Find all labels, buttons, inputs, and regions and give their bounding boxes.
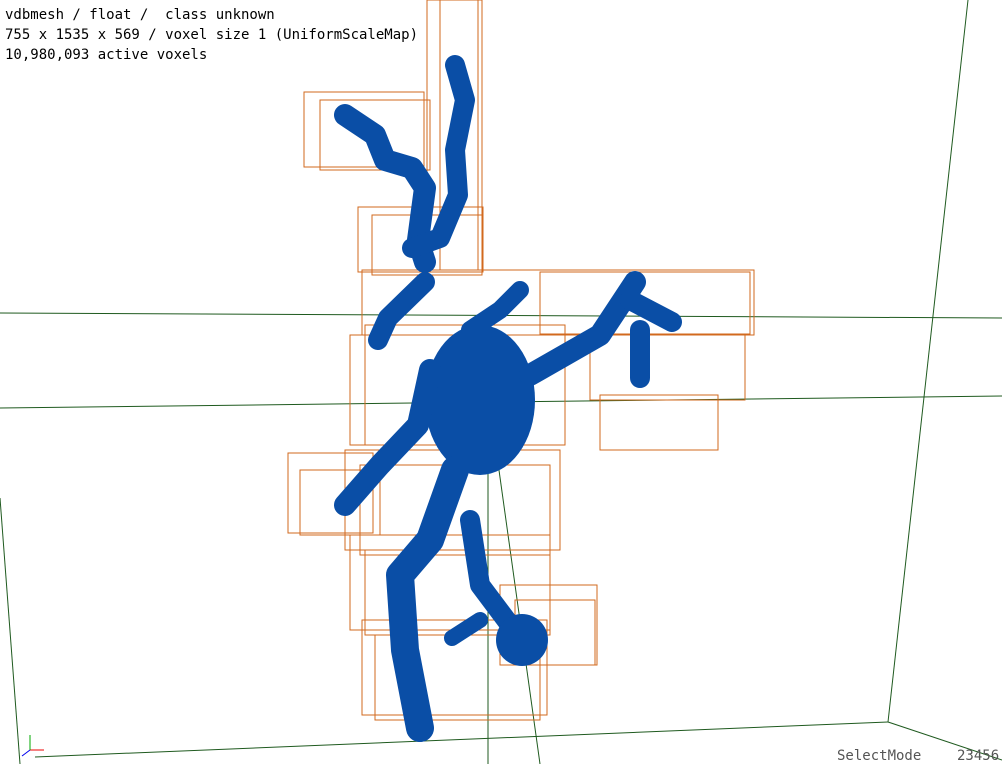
bounding-boxes: [287, 0, 755, 721]
voxel-figure: [334, 55, 682, 742]
info-line: vdbmesh / float / class unknown: [5, 7, 275, 23]
select-mode: SelectMode: [837, 748, 921, 764]
info-line: 10,980,093 active voxels: [5, 47, 207, 63]
axis-gizmo: [21, 735, 44, 757]
info-line: 755 x 1535 x 569 / voxel size 1 (Uniform…: [5, 27, 418, 43]
counter: 23456: [957, 748, 999, 764]
